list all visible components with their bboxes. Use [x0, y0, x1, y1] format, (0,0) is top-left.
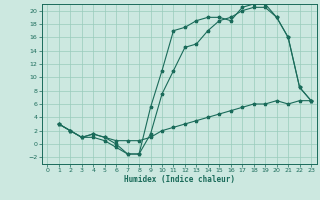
X-axis label: Humidex (Indice chaleur): Humidex (Indice chaleur) [124, 175, 235, 184]
